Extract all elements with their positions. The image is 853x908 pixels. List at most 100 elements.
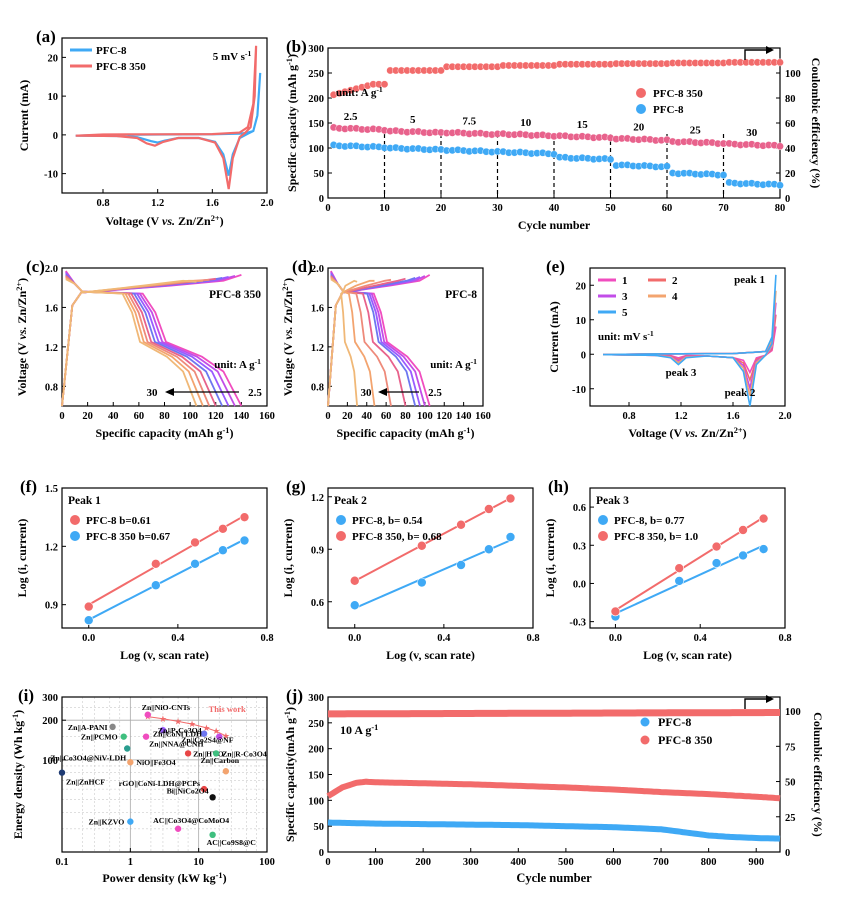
ragone-point-label: Zn||Co2S4@NF [181,736,234,745]
x-tick-label: 0 [325,411,330,422]
ragone-point [159,726,167,734]
y2-tick-label: 80 [785,94,796,105]
data-point [83,615,94,626]
axis-label: Log (v, scan rate) [120,648,209,662]
charge-curve [61,278,210,407]
panel-title: Peak 2 [334,495,367,507]
x-tick-label: 0.8 [260,633,273,644]
legend-marker [336,515,346,525]
axis-label: Specific capacity (mAh g-1) [96,426,234,441]
axis-label: Voltage (V vs. Zn/Zn2+) [105,214,223,229]
legend-label: 3 [622,291,628,303]
direction-arrowhead [165,388,174,396]
y2-tick-label: 60 [785,119,796,130]
plot-frame-h [589,487,786,629]
plot-frame-a [61,37,268,194]
x-tick-label: 100 [368,857,384,868]
axis-label: Voltage (V vs. Zn/Zn2+) [281,278,296,396]
axis-label: Voltage (V vs. Zn/Zn2+) [628,426,746,441]
x-tick-label: 400 [510,857,526,868]
panel-label: (d) [292,257,313,276]
y-tick-label: 150 [308,119,324,130]
legend-label: PFC-8, b= 0.77 [614,515,685,527]
y2-tick-label: 25 [785,813,796,824]
ragone-point [212,750,220,757]
legend-label: PFC-8 350, b= 0.68 [352,531,442,543]
capacity-point-pfc8 [776,181,784,190]
y-tick-label: 1.6 [311,303,324,314]
legend-marker [70,515,80,525]
data-point [239,535,250,546]
this-work-line [147,716,227,737]
data-point [505,493,516,504]
axis-label: Specific capacity (mAh g-1) [285,54,300,192]
y-tick-label: 0 [319,848,324,859]
legend-label: 1 [622,275,628,287]
x-tick-label: 700 [653,857,669,868]
x-tick-label: 120 [436,411,452,422]
ragone-point-label: Zn||KZVO [89,818,125,827]
ce-point [776,58,784,67]
this-work-point: ★ [188,719,196,729]
legend-marker [336,531,346,541]
rate-label: 30 [746,127,758,139]
panel-label: (h) [548,477,569,496]
data-point [610,606,621,617]
x-tick-label: 60 [134,411,145,422]
y2-tick-label: 100 [785,707,801,718]
x-tick-label: 0.4 [437,633,451,644]
legend-marker [598,531,608,541]
x-tick-label: 120 [208,411,224,422]
data-point [83,601,94,612]
axis-label: Cycle number [518,218,591,232]
panel-label: (g) [286,477,306,496]
ragone-point-label: Zn||A-PANI [68,723,108,732]
x-tick-label: 0.0 [348,633,361,644]
y-tick-label: 300 [308,44,324,55]
data-point [758,544,769,554]
x-tick-label: 500 [558,857,574,868]
axis-arrow [744,49,770,60]
y-tick-label: -0.3 [569,618,586,629]
y-tick-label: 300 [308,693,324,704]
legend-label: 2 [672,275,678,287]
x-tick-label: 0 [325,857,330,868]
data-point [190,559,200,569]
ragone-point [120,733,127,740]
rate-label: 2.5 [344,111,358,123]
ragone-point [124,745,131,752]
y-tick-label: -10 [572,385,586,396]
data-point [484,504,494,514]
panel-label: (b) [286,37,307,56]
data-point [674,576,685,586]
direction-arrowhead [378,388,387,396]
panel-label: (a) [36,27,56,46]
ragone-point-label: AC||Co3O4@CoMoO4 [153,816,229,825]
legend-marker [636,104,646,114]
x-tick-label: 20 [436,203,447,214]
axis-label: Coulombic efficiency (%) [809,58,823,189]
ragone-point [109,723,116,731]
data-point [349,600,360,611]
discharge-curve [65,276,211,407]
ragone-point-label: Zn||NNA@CNH [149,740,203,749]
axis-label: Log (i, current) [543,519,557,598]
panel-label: (j) [286,686,303,705]
x-tick-label: 50 [605,203,616,214]
y-tick-label: 1.2 [45,343,58,354]
rate-label: 20 [633,122,645,134]
x-tick-label: 300 [463,857,479,868]
discharge-curve [65,278,198,407]
data-point [456,560,466,570]
data-point [151,559,161,569]
y-tick-label: 200 [308,745,324,756]
x-tick-label: 0.0 [609,633,622,644]
legend-marker [640,735,650,745]
legend-label: PFC-8 [658,715,691,729]
peak-label: peak 2 [725,387,756,399]
capacity-band-pfc8 [327,819,781,842]
y-tick-label: 2.0 [311,264,324,275]
y-tick-label: 0 [53,131,58,142]
rate-label: 7.5 [462,116,476,128]
ragone-point [58,769,66,776]
